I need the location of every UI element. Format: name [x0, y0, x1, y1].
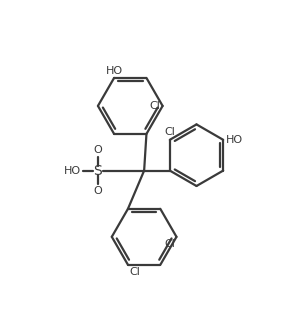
Text: HO: HO [64, 166, 81, 176]
Text: Cl: Cl [149, 101, 160, 111]
Text: HO: HO [105, 66, 123, 76]
Text: HO: HO [225, 135, 243, 145]
Text: Cl: Cl [164, 128, 175, 137]
Text: O: O [93, 186, 102, 196]
Text: S: S [93, 163, 102, 177]
Text: Cl: Cl [164, 239, 175, 249]
Text: O: O [93, 145, 102, 155]
Text: Cl: Cl [129, 267, 141, 277]
